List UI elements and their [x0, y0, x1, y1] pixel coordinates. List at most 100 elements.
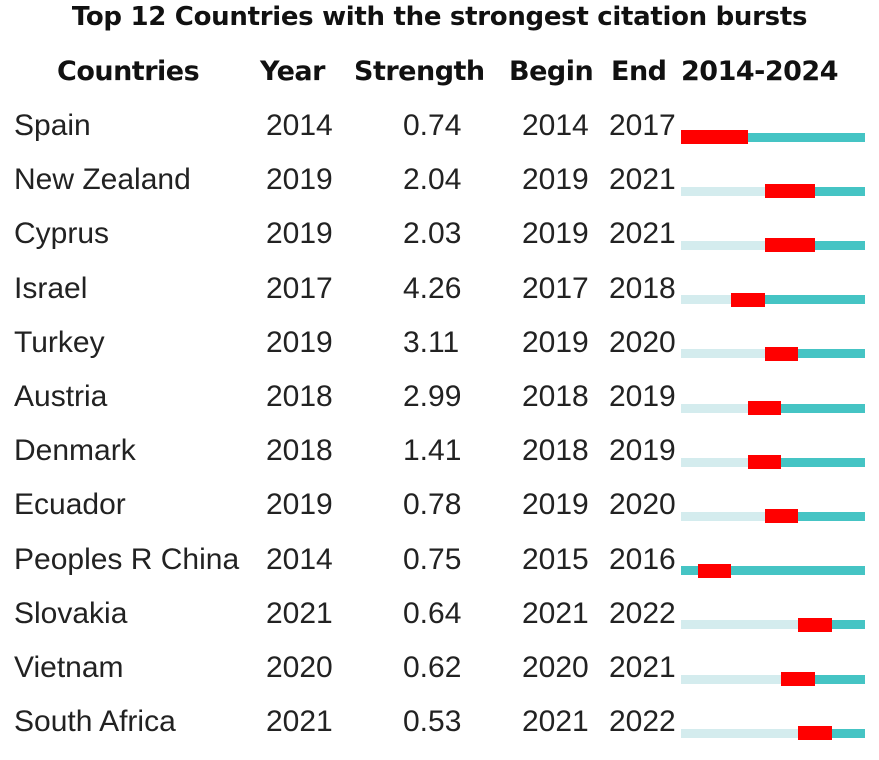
year-value: 2019 — [266, 325, 333, 359]
year-value: 2018 — [266, 434, 333, 468]
strength-value: 2.03 — [403, 217, 462, 251]
inactive-segment — [681, 186, 765, 196]
active-segment — [798, 620, 865, 630]
begin-value: 2018 — [522, 380, 589, 413]
year-value: 2019 — [266, 217, 333, 251]
end-value: 2022 — [609, 705, 676, 739]
inactive-segment — [681, 511, 765, 521]
country-label: South Africa — [14, 705, 176, 739]
strength-value: 4.26 — [403, 271, 462, 305]
country-label: Turkey — [14, 325, 105, 359]
burst-bar — [764, 184, 815, 199]
strength-value: 1.41 — [403, 434, 462, 468]
strength-value: 2.99 — [403, 380, 462, 413]
active-segment — [747, 403, 865, 413]
end-value: 2021 — [609, 163, 676, 197]
header-strength: Strength — [354, 56, 485, 87]
burst-bar — [697, 563, 732, 578]
country-label: Peoples R China — [14, 542, 240, 576]
burst-bar — [764, 346, 799, 361]
burst-bar — [747, 455, 782, 470]
begin-value: 2019 — [522, 325, 589, 359]
end-value: 2021 — [609, 651, 676, 684]
year-value: 2019 — [266, 163, 333, 197]
year-value: 2021 — [266, 705, 333, 739]
country-label: Cyprus — [14, 217, 110, 251]
active-segment — [681, 566, 865, 576]
begin-value: 2021 — [522, 596, 589, 630]
year-value: 2014 — [266, 542, 333, 576]
begin-value: 2020 — [522, 651, 589, 684]
end-value: 2019 — [609, 380, 676, 413]
inactive-segment — [681, 728, 799, 738]
country-label: Israel — [14, 271, 88, 305]
strength-value: 0.62 — [403, 651, 462, 684]
inactive-segment — [681, 295, 732, 305]
inactive-segment — [681, 403, 748, 413]
burst-bar — [764, 238, 815, 253]
header-countries: Countries — [57, 56, 200, 87]
burst-bar — [681, 130, 748, 144]
year-value: 2017 — [266, 271, 333, 305]
header-range: 2014-2024 — [681, 56, 839, 87]
inactive-segment — [681, 674, 782, 684]
inactive-segment — [681, 620, 799, 630]
begin-value: 2019 — [522, 163, 589, 197]
burst-bar — [781, 672, 815, 686]
end-value: 2020 — [609, 325, 676, 359]
year-value: 2014 — [266, 109, 333, 142]
strength-value: 0.74 — [403, 109, 462, 142]
active-segment — [781, 674, 865, 684]
active-segment — [747, 457, 865, 467]
inactive-segment — [681, 457, 748, 467]
year-value: 2021 — [266, 596, 333, 630]
active-segment — [731, 295, 865, 305]
strength-value: 0.75 — [403, 542, 462, 576]
country-label: Spain — [14, 109, 91, 142]
strength-value: 3.11 — [403, 325, 460, 359]
burst-bar — [747, 401, 782, 415]
burst-bar — [798, 726, 832, 741]
end-value: 2019 — [609, 434, 676, 468]
active-segment — [798, 728, 865, 738]
year-value: 2018 — [266, 380, 333, 413]
burst-bar — [798, 617, 832, 632]
burst-bar — [731, 292, 765, 307]
inactive-segment — [681, 349, 765, 359]
active-segment — [681, 132, 865, 142]
active-segment — [764, 511, 865, 521]
active-segment — [764, 240, 865, 250]
strength-value: 2.04 — [403, 163, 462, 197]
header-year: Year — [260, 56, 325, 87]
header-end: End — [611, 56, 667, 87]
begin-value: 2017 — [522, 271, 589, 305]
active-segment — [764, 349, 865, 359]
begin-value: 2015 — [522, 542, 589, 576]
end-value: 2017 — [609, 109, 676, 142]
inactive-segment — [681, 240, 765, 250]
begin-value: 2014 — [522, 109, 589, 142]
country-label: Austria — [14, 380, 108, 413]
country-label: Vietnam — [14, 651, 124, 684]
country-label: Ecuador — [14, 488, 126, 522]
begin-value: 2018 — [522, 434, 589, 468]
end-value: 2021 — [609, 217, 676, 251]
year-value: 2019 — [266, 488, 333, 522]
end-value: 2022 — [609, 596, 676, 630]
country-label: Slovakia — [14, 596, 128, 630]
chart-title: Top 12 Countries with the strongest cita… — [71, 2, 808, 32]
active-segment — [764, 186, 865, 196]
end-value: 2018 — [609, 271, 676, 305]
end-value: 2016 — [609, 542, 676, 576]
burst-bar — [764, 509, 799, 524]
header-begin: Begin — [509, 56, 594, 87]
strength-value: 0.64 — [403, 596, 462, 630]
country-label: Denmark — [14, 434, 136, 468]
strength-value: 0.78 — [403, 488, 462, 522]
begin-value: 2019 — [522, 488, 589, 522]
end-value: 2020 — [609, 488, 676, 522]
strength-value: 0.53 — [403, 705, 462, 739]
year-value: 2020 — [266, 651, 333, 684]
begin-value: 2021 — [522, 705, 589, 739]
